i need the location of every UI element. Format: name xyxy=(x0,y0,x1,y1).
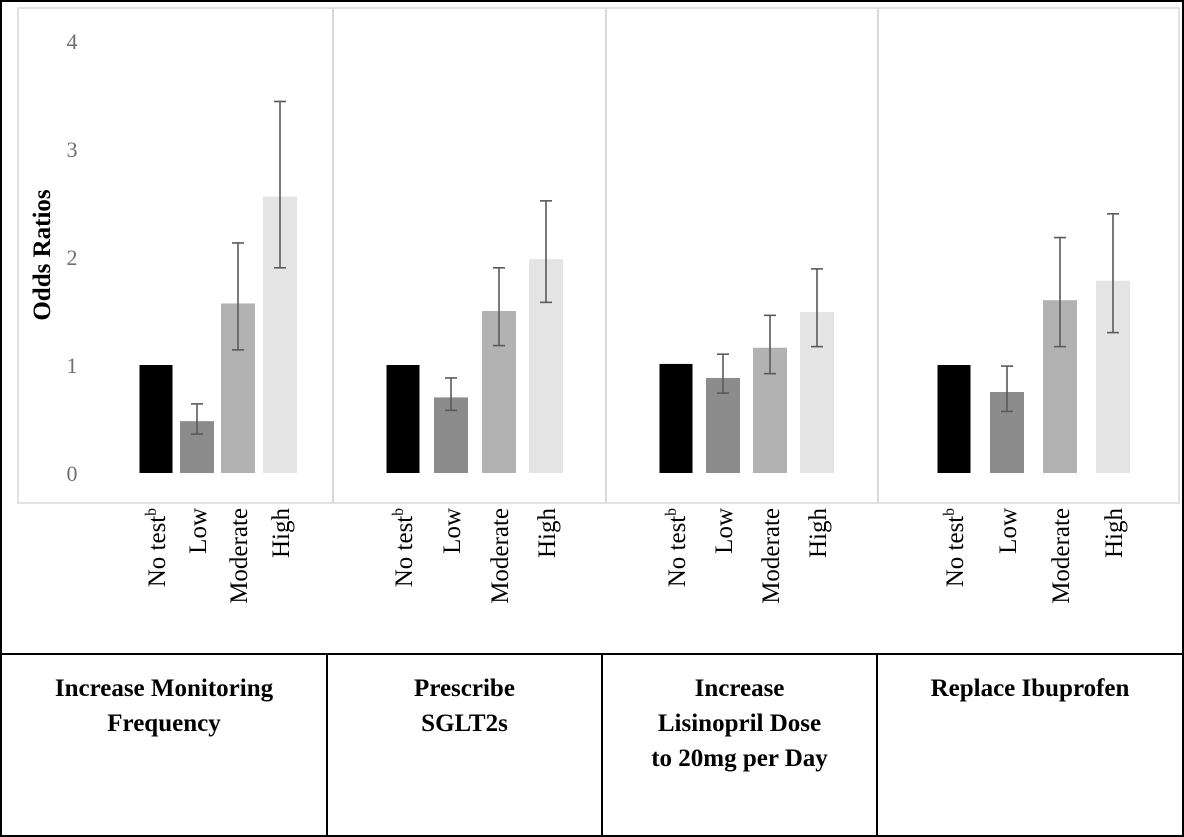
panel-label-line: Lisinopril Dose xyxy=(658,710,821,737)
y-tick-label: 4 xyxy=(67,29,78,54)
category-label: Moderate xyxy=(758,508,785,604)
category-label: Low xyxy=(439,508,466,554)
panel-dividers xyxy=(332,8,879,503)
category-label: No testb xyxy=(143,508,171,588)
plot-frame xyxy=(17,7,1180,504)
category-label: Moderate xyxy=(226,508,253,604)
category-label: No testb xyxy=(390,508,418,588)
panel-labels-layer: Increase Monitoring Frequency Prescribe SGL… xyxy=(55,675,1130,772)
category-label: Moderate xyxy=(1048,508,1075,604)
panel-label-line: Increase Monitoring xyxy=(55,675,274,702)
category-label: High xyxy=(805,508,832,559)
category-label: Low xyxy=(995,508,1022,554)
error-bars-layer xyxy=(191,100,1119,435)
y-tick-label: 3 xyxy=(67,137,78,162)
category-label: High xyxy=(1101,508,1128,559)
bar xyxy=(139,365,173,473)
y-axis: Odds Ratios 0 1 2 3 4 xyxy=(29,29,78,486)
category-label: Low xyxy=(711,508,738,554)
y-tick-label: 2 xyxy=(67,245,78,270)
panel-label-line: SGLT2s xyxy=(421,710,508,737)
panel-label-line: to 20mg per Day xyxy=(651,745,828,772)
y-axis-title: Odds Ratios xyxy=(29,189,56,321)
y-tick-label: 1 xyxy=(67,353,78,378)
panel-label-line: Frequency xyxy=(107,710,221,737)
category-label: High xyxy=(534,508,561,559)
bar xyxy=(659,363,693,473)
bars-layer xyxy=(139,196,1130,473)
category-labels-layer: No testb Low Moderate High No testb Low Modera… xyxy=(143,508,1128,604)
table-dividers xyxy=(326,654,878,836)
category-label: High xyxy=(268,508,295,559)
y-tick-label: 0 xyxy=(67,461,78,486)
panel-label-line: Increase xyxy=(695,675,785,702)
category-label: Low xyxy=(185,508,212,554)
category-label: No testb xyxy=(941,508,969,588)
panel-label-line: Prescribe xyxy=(414,675,515,702)
panel-label-line: Replace Ibuprofen xyxy=(931,675,1130,702)
bar xyxy=(386,365,420,473)
category-label: Moderate xyxy=(487,508,514,604)
bar xyxy=(937,365,971,473)
category-label: No testb xyxy=(663,508,691,588)
